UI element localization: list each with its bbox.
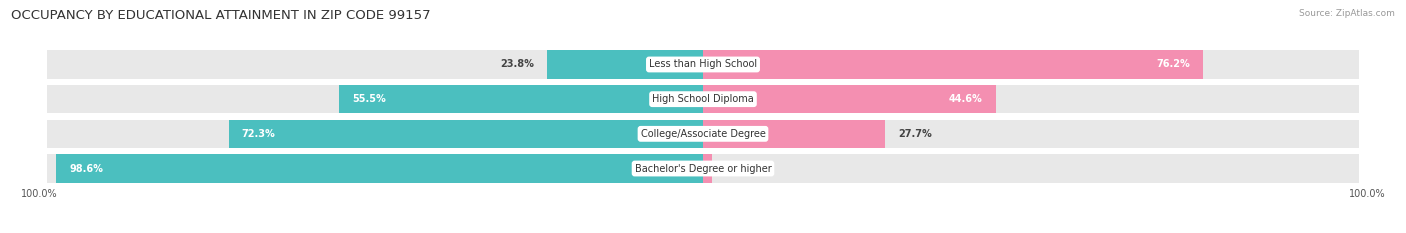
Text: 23.8%: 23.8% xyxy=(501,59,534,69)
Bar xyxy=(339,85,703,113)
Text: 27.7%: 27.7% xyxy=(898,129,932,139)
Bar xyxy=(46,85,703,113)
Text: 100.0%: 100.0% xyxy=(1348,189,1385,199)
Text: 44.6%: 44.6% xyxy=(949,94,983,104)
Bar xyxy=(229,120,703,148)
Bar xyxy=(46,120,703,148)
Bar xyxy=(703,50,1204,79)
Text: 100.0%: 100.0% xyxy=(21,189,58,199)
Text: College/Associate Degree: College/Associate Degree xyxy=(641,129,765,139)
Text: 1.4%: 1.4% xyxy=(725,164,752,174)
Bar xyxy=(56,154,703,183)
Text: Source: ZipAtlas.com: Source: ZipAtlas.com xyxy=(1299,9,1395,18)
Text: 55.5%: 55.5% xyxy=(352,94,385,104)
Text: 72.3%: 72.3% xyxy=(242,129,276,139)
Text: 98.6%: 98.6% xyxy=(69,164,103,174)
Bar xyxy=(547,50,703,79)
Bar xyxy=(703,85,995,113)
Bar xyxy=(703,85,1360,113)
Bar xyxy=(46,154,703,183)
Bar xyxy=(703,120,884,148)
Text: High School Diploma: High School Diploma xyxy=(652,94,754,104)
Bar xyxy=(46,50,703,79)
Bar xyxy=(703,154,1360,183)
Text: Bachelor's Degree or higher: Bachelor's Degree or higher xyxy=(634,164,772,174)
Bar xyxy=(703,50,1360,79)
Text: OCCUPANCY BY EDUCATIONAL ATTAINMENT IN ZIP CODE 99157: OCCUPANCY BY EDUCATIONAL ATTAINMENT IN Z… xyxy=(11,9,430,22)
Text: Less than High School: Less than High School xyxy=(650,59,756,69)
Text: 76.2%: 76.2% xyxy=(1156,59,1189,69)
Bar xyxy=(703,154,713,183)
Bar xyxy=(703,120,1360,148)
